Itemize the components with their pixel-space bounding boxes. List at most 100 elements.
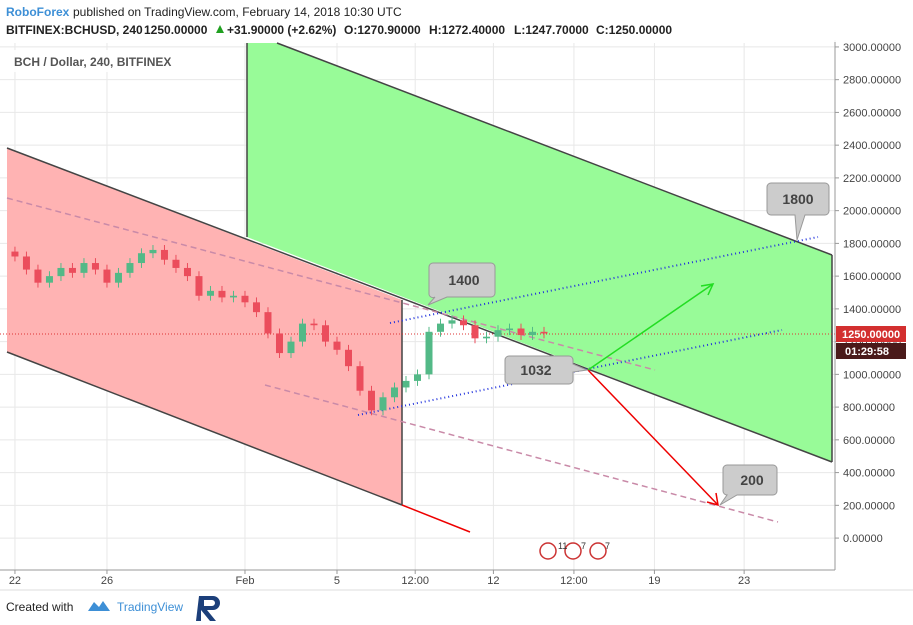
candle-body <box>494 330 502 337</box>
price-tag-text: 1250.00000 <box>842 329 900 341</box>
channel-line <box>276 42 833 256</box>
price: 1250.00000 <box>144 23 208 37</box>
candle-body <box>91 263 99 270</box>
candle-body <box>448 320 456 324</box>
candle-body <box>160 249 168 260</box>
candle-body <box>414 374 421 381</box>
y-tick-label: 800.00000 <box>843 402 895 414</box>
callout <box>504 355 589 385</box>
footer-text: Created with <box>6 600 73 614</box>
callout <box>766 182 830 241</box>
x-tick-label: 22 <box>9 575 21 587</box>
countdown-text: 01:29:58 <box>845 346 889 358</box>
y-tick-label: 1600.00000 <box>843 271 901 283</box>
callout <box>427 262 496 306</box>
high: H:1272.40000 <box>429 23 505 37</box>
candle-body <box>34 269 42 283</box>
callout <box>719 464 778 506</box>
up-channel <box>247 43 832 462</box>
y-tick-label: 1000.00000 <box>843 369 901 381</box>
candle-body <box>218 290 226 298</box>
candle-body <box>483 336 491 339</box>
close: C:1250.00000 <box>596 23 672 37</box>
candle-body <box>379 397 387 411</box>
x-tick-label: Feb <box>235 575 254 587</box>
candle-body <box>298 323 306 342</box>
candle-body <box>264 312 272 334</box>
y-tick-label: 2600.00000 <box>843 107 901 119</box>
callout-text: 1800 <box>782 191 813 207</box>
candle-body <box>103 269 111 283</box>
callout-text: 1400 <box>448 272 479 288</box>
candle-body <box>425 331 433 375</box>
candle-body <box>252 302 260 313</box>
candle-body <box>390 387 398 398</box>
up-triangle <box>216 25 224 33</box>
dashed-median <box>264 384 779 523</box>
x-tick-label: 19 <box>648 575 660 587</box>
arrow-head <box>706 492 719 507</box>
y-tick-label: 0.00000 <box>843 533 883 545</box>
candle-body <box>402 380 410 388</box>
open: O:1270.90000 <box>344 23 421 37</box>
callout-text: 1032 <box>520 362 551 378</box>
countdown-tag <box>836 343 906 359</box>
y-tick-label: 1400.00000 <box>843 304 901 316</box>
event-icons: 11 7 7 <box>539 541 610 560</box>
candle-body <box>517 328 525 336</box>
candle-body <box>460 320 468 326</box>
candle-body <box>149 249 157 254</box>
candle-body <box>114 272 122 283</box>
tv-logo <box>88 601 110 611</box>
candle-body <box>310 323 318 326</box>
candle-body <box>333 341 341 350</box>
candle-body <box>206 290 214 296</box>
candle-body <box>172 259 180 268</box>
candles <box>11 245 548 416</box>
y-tick-label: 2800.00000 <box>843 75 901 87</box>
y-tick-label: 200.00000 <box>843 500 895 512</box>
x-tick-label: 12 <box>487 575 499 587</box>
red-line <box>401 504 471 533</box>
candle-body <box>229 295 237 298</box>
y-tick-label: 2400.00000 <box>843 140 901 152</box>
event-count: 7 <box>605 541 610 551</box>
low: L:1247.70000 <box>514 23 589 37</box>
event-count: 7 <box>581 541 586 551</box>
dotted-trend <box>389 236 819 324</box>
candle-body <box>321 325 329 342</box>
candle-body <box>287 341 295 354</box>
axis-labels: 0.00000 200.00000 400.00000 600.00000 800.00… <box>9 42 901 587</box>
callout-text: 200 <box>740 472 764 488</box>
x-tick-label: 26 <box>101 575 113 587</box>
x-tick-label: 23 <box>738 575 750 587</box>
candle-body <box>471 325 479 339</box>
r-logo-mark <box>196 596 220 621</box>
down-channel <box>7 148 402 505</box>
candle-body <box>540 331 548 334</box>
candle-body <box>195 276 203 296</box>
candle-body <box>22 256 30 270</box>
chart-title: BCH / Dollar, 240, BITFINEX <box>14 55 171 69</box>
channel-line <box>6 147 833 463</box>
candle-body <box>367 390 375 411</box>
candle-body <box>437 323 445 332</box>
x-tick-label: 5 <box>334 575 340 587</box>
footer-brand: TradingView <box>117 600 183 614</box>
change: +31.90000 (+2.62%) <box>227 23 336 37</box>
arrow-down <box>587 369 719 506</box>
candle-body <box>241 295 249 303</box>
candle-body <box>137 253 145 264</box>
candle-body <box>11 251 19 257</box>
header-bg <box>0 0 913 42</box>
candle-body <box>275 333 283 354</box>
candle-body <box>45 276 53 283</box>
channel-line <box>6 351 403 506</box>
arrow-head <box>700 283 715 296</box>
candle-body <box>529 331 537 336</box>
y-tick-label: 2000.00000 <box>843 206 901 218</box>
candle-body <box>80 263 88 273</box>
arrow-up <box>587 283 714 371</box>
legend-bg <box>7 50 179 72</box>
candle-body <box>344 349 352 367</box>
